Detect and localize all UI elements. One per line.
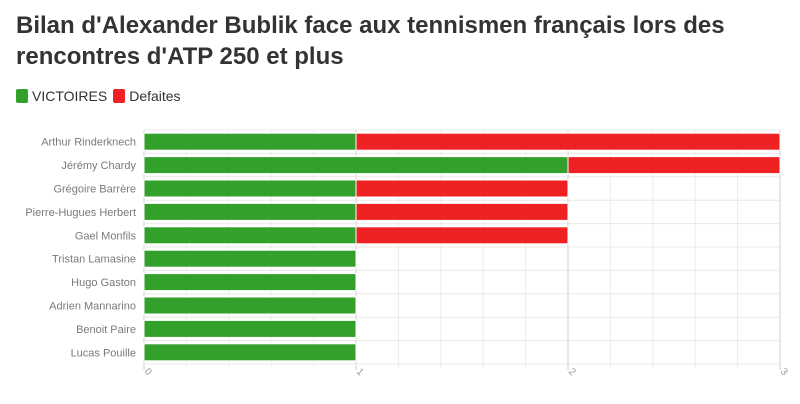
bar-defaites [355,132,781,151]
bar-victoires [143,296,357,315]
legend-swatch-victoires [16,89,28,103]
bar-defaites [567,156,781,175]
legend-swatch-defaites [113,89,126,103]
bar-victoires [143,273,357,292]
bar-victoires [143,132,357,151]
bar-victoires [143,226,357,245]
bar-victoires [143,343,357,362]
category-label: Hugo Gaston [71,277,136,289]
legend-label-victoires: VICTOIRES [32,88,108,104]
bar-defaites [355,179,569,198]
bar-victoires [143,156,569,175]
category-label: Grégoire Barrère [53,184,136,196]
bar-victoires [143,249,357,268]
legend-label-defaites: Defaites [129,88,181,104]
bar-victoires [143,202,357,221]
legend-item-victoires[interactable]: VICTOIRES [16,88,107,104]
chart-title: Bilan d'Alexander Bublik face aux tennis… [16,12,725,70]
category-label: Arthur Rinderknech [41,137,136,149]
category-label: Adrien Mannarino [49,301,136,313]
category-label: Gael Monfils [75,230,137,242]
category-label: Lucas Pouille [71,347,136,359]
category-label: Pierre-Hugues Herbert [25,207,136,219]
category-label: Tristan Lamasine [52,254,136,266]
category-label: Benoit Paire [76,324,136,336]
bar-victoires [143,319,357,338]
bar-defaites [355,226,569,245]
category-label: Jérémy Chardy [61,160,136,172]
chart-legend: VICTOIRES Defaites [16,88,187,104]
bar-victoires [143,179,357,198]
bar-defaites [355,202,569,221]
legend-item-defaites[interactable]: Defaites [113,88,181,104]
